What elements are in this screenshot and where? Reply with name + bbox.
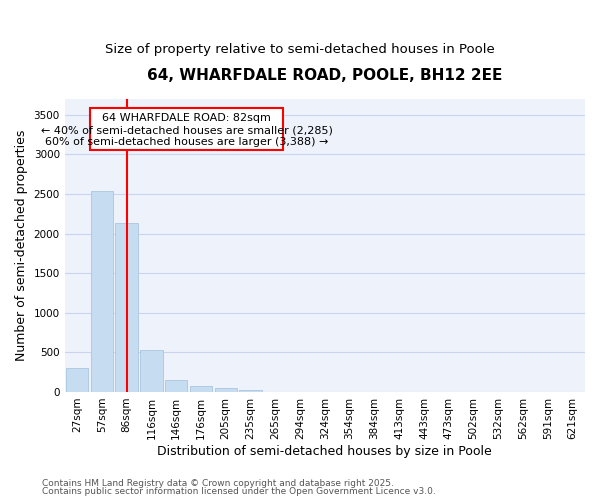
Bar bbox=[190, 386, 212, 392]
Bar bbox=[91, 191, 113, 392]
Text: 60% of semi-detached houses are larger (3,388) →: 60% of semi-detached houses are larger (… bbox=[45, 137, 328, 147]
Title: 64, WHARFDALE ROAD, POOLE, BH12 2EE: 64, WHARFDALE ROAD, POOLE, BH12 2EE bbox=[147, 68, 503, 82]
Text: Size of property relative to semi-detached houses in Poole: Size of property relative to semi-detach… bbox=[105, 42, 495, 56]
Text: Contains public sector information licensed under the Open Government Licence v3: Contains public sector information licen… bbox=[42, 487, 436, 496]
FancyBboxPatch shape bbox=[90, 108, 283, 150]
Text: ← 40% of semi-detached houses are smaller (2,285): ← 40% of semi-detached houses are smalle… bbox=[41, 126, 332, 136]
Text: 64 WHARFDALE ROAD: 82sqm: 64 WHARFDALE ROAD: 82sqm bbox=[102, 113, 271, 123]
Y-axis label: Number of semi-detached properties: Number of semi-detached properties bbox=[15, 130, 28, 361]
X-axis label: Distribution of semi-detached houses by size in Poole: Distribution of semi-detached houses by … bbox=[157, 444, 492, 458]
Bar bbox=[239, 390, 262, 392]
Bar bbox=[66, 368, 88, 392]
Bar bbox=[115, 224, 138, 392]
Bar bbox=[140, 350, 163, 392]
Bar bbox=[165, 380, 187, 392]
Text: Contains HM Land Registry data © Crown copyright and database right 2025.: Contains HM Land Registry data © Crown c… bbox=[42, 478, 394, 488]
Bar bbox=[215, 388, 237, 392]
